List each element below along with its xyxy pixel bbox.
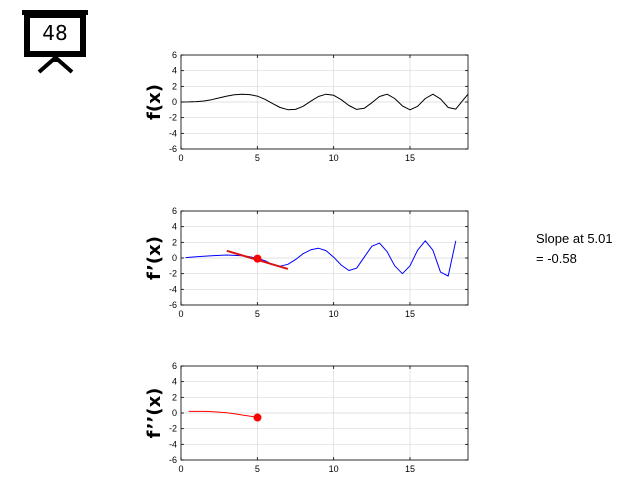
fdoubleprime-ytick-label: -2 [169,424,177,434]
fprime-ytick-label: 6 [172,206,177,216]
f-series-line [180,93,469,111]
fdoubleprime-ytick-label: 4 [172,377,177,387]
f-xtick-label: 10 [329,153,339,163]
slope-annotation-line1: Slope at 5.01 [536,231,613,246]
fprime-point-marker [253,254,262,263]
f-ytick-label: -2 [169,113,177,123]
fdoubleprime-ytick-label: -6 [169,455,177,465]
f-ytick-label: -6 [169,144,177,154]
f-ytick-label: 0 [172,97,177,107]
fdoubleprime-ytick-label: -4 [169,439,177,449]
slope-annotation-line2: = -0.58 [536,251,577,266]
fdoubleprime-xtick-label: 0 [178,464,183,474]
fdoubleprime-series-line [188,410,258,418]
fprime-ytick-label: 2 [172,237,177,247]
f-ytick-label: 2 [172,81,177,91]
badge-number: 48 [42,21,68,45]
fdoubleprime-ylabel: f’’(x) [144,388,165,439]
fdoubleprime-point-marker [253,413,262,422]
fdoubleprime-xtick-label: 10 [329,464,339,474]
fdoubleprime-ytick-label: 0 [172,408,177,418]
fprime-ytick-label: -2 [169,269,177,279]
f-ylabel: f(x) [144,84,165,120]
fprime-ytick-label: -6 [169,300,177,310]
fprime-xtick-label: 10 [329,309,339,319]
f-ytick-label: 6 [172,50,177,60]
fdoubleprime-xtick-label: 5 [255,464,260,474]
f-ytick-label: 4 [172,66,177,76]
fprime-xtick-label: 15 [405,309,415,319]
fprime-ylabel: f’(x) [144,236,165,280]
fprime-ytick-label: -4 [169,284,177,294]
f-xtick-label: 0 [178,153,183,163]
fprime-xtick-label: 0 [178,309,183,319]
f-ytick-label: -4 [169,128,177,138]
f-xtick-label: 5 [255,153,260,163]
fprime-ytick-label: 0 [172,253,177,263]
projector-screen-icon [22,10,88,74]
fdoubleprime-ytick-label: 6 [172,361,177,371]
badge: 48 [20,8,92,76]
f-xtick-label: 15 [405,153,415,163]
slope-annotation: Slope at 5.01 = -0.58 [536,229,634,269]
fprime-xtick-label: 5 [255,309,260,319]
fdoubleprime-ytick-label: 2 [172,392,177,402]
fprime-ytick-label: 4 [172,222,177,232]
fdoubleprime-xtick-label: 15 [405,464,415,474]
